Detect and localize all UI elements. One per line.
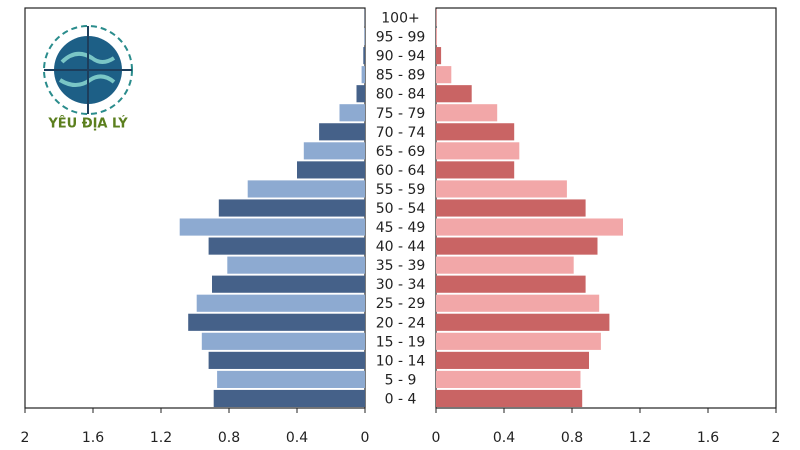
category-label: 75 - 79 bbox=[376, 106, 426, 122]
bar bbox=[188, 313, 365, 331]
category-label: 25 - 29 bbox=[376, 296, 426, 312]
bar bbox=[436, 104, 498, 122]
bar bbox=[436, 85, 472, 103]
bar bbox=[319, 123, 365, 141]
category-label: 20 - 24 bbox=[376, 315, 426, 331]
bar bbox=[297, 161, 365, 179]
category-label: 55 - 59 bbox=[376, 182, 426, 198]
logo: YÊU ĐỊA LÝ bbox=[43, 25, 133, 132]
category-label: 40 - 44 bbox=[376, 239, 426, 255]
bar bbox=[436, 66, 452, 84]
bar bbox=[218, 199, 365, 217]
x-tick-label: 0.4 bbox=[493, 430, 515, 446]
category-label: 85 - 89 bbox=[376, 68, 426, 84]
bar bbox=[436, 256, 574, 274]
category-label: 45 - 49 bbox=[376, 220, 426, 236]
bar bbox=[436, 313, 610, 331]
bar bbox=[436, 8, 437, 27]
bar bbox=[436, 123, 515, 141]
category-label: 100+ bbox=[381, 11, 419, 27]
logo-text: YÊU ĐỊA LÝ bbox=[47, 116, 128, 132]
x-tick-label: 0 bbox=[361, 430, 370, 446]
bar bbox=[208, 237, 365, 255]
bar bbox=[436, 180, 567, 198]
category-label: 50 - 54 bbox=[376, 201, 426, 217]
x-tick-label: 2 bbox=[21, 430, 30, 446]
category-label: 35 - 39 bbox=[376, 258, 426, 274]
category-label: 30 - 34 bbox=[376, 277, 426, 293]
bar bbox=[436, 294, 600, 312]
x-tick-label: 0.4 bbox=[286, 430, 308, 446]
x-tick-label: 1.6 bbox=[82, 430, 104, 446]
bar bbox=[364, 28, 365, 46]
bar bbox=[436, 275, 586, 293]
bar bbox=[247, 180, 365, 198]
x-tick-label: 0.8 bbox=[218, 430, 240, 446]
x-tick-label: 1.6 bbox=[697, 430, 719, 446]
category-label: 90 - 94 bbox=[376, 49, 426, 65]
category-label: 10 - 14 bbox=[376, 353, 426, 369]
bar bbox=[339, 104, 365, 122]
bar bbox=[201, 332, 365, 350]
category-label: 0 - 4 bbox=[385, 391, 417, 407]
bar bbox=[208, 351, 365, 369]
bar bbox=[436, 199, 586, 217]
bar bbox=[303, 142, 365, 160]
x-tick-label: 2 bbox=[772, 430, 781, 446]
bar bbox=[213, 389, 365, 408]
bar bbox=[436, 332, 601, 350]
bar bbox=[227, 256, 365, 274]
bar bbox=[196, 294, 365, 312]
bar bbox=[356, 85, 365, 103]
category-label: 15 - 19 bbox=[376, 334, 426, 350]
bar bbox=[179, 218, 365, 236]
category-label: 60 - 64 bbox=[376, 163, 426, 179]
category-label: 65 - 69 bbox=[376, 144, 426, 160]
x-tick-label: 1.2 bbox=[629, 430, 651, 446]
bar bbox=[436, 47, 442, 65]
category-label: 95 - 99 bbox=[376, 30, 426, 46]
bar bbox=[436, 389, 583, 408]
bar bbox=[436, 370, 581, 388]
bar bbox=[436, 237, 598, 255]
bar bbox=[212, 275, 365, 293]
bar bbox=[436, 28, 438, 46]
bar bbox=[436, 351, 589, 369]
bar bbox=[436, 218, 623, 236]
x-tick-label: 1.2 bbox=[150, 430, 172, 446]
bar bbox=[436, 161, 515, 179]
logo-land bbox=[58, 51, 116, 87]
bar bbox=[363, 47, 365, 65]
bar bbox=[217, 370, 365, 388]
bar bbox=[436, 142, 520, 160]
category-label: 5 - 9 bbox=[385, 372, 417, 388]
category-label: 80 - 84 bbox=[376, 87, 426, 103]
x-tick-label: 0 bbox=[432, 430, 441, 446]
x-tick-label: 0.8 bbox=[561, 430, 583, 446]
category-label: 70 - 74 bbox=[376, 125, 426, 141]
bar bbox=[361, 66, 365, 84]
